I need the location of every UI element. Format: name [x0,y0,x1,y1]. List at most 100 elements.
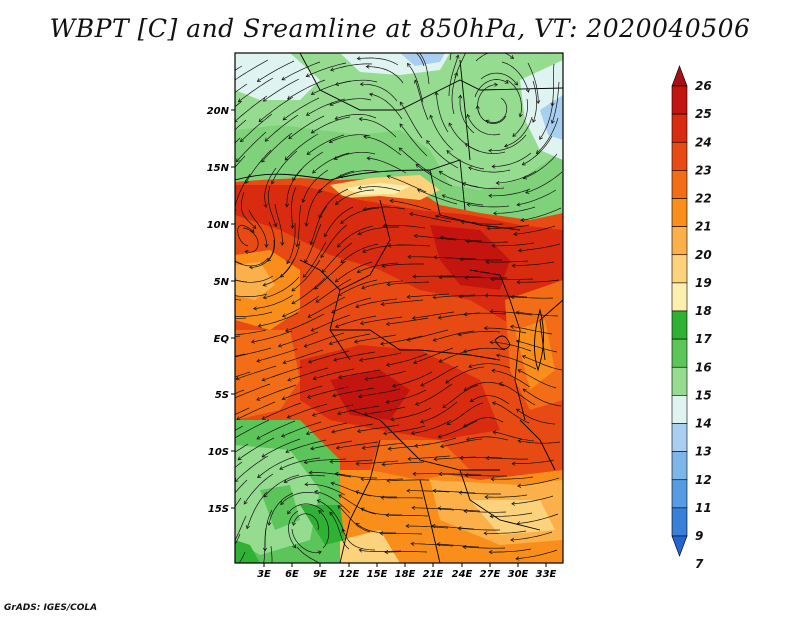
streamline-arrow [511,501,516,506]
streamline-arrow [437,434,442,439]
streamline-arrow [525,88,530,93]
streamline-arrow [316,499,321,504]
streamline-arrow [218,580,222,583]
streamline [356,460,399,465]
streamline [522,388,562,407]
streamline [466,436,509,441]
streamline-arrow [359,321,365,326]
streamline-arrow [409,212,414,217]
streamline [464,381,505,391]
colorbar-level-label: 19 [695,276,712,290]
streamline [235,155,246,168]
streamline-arrow [432,337,437,342]
streamline [412,311,455,319]
lon-label: 24E [452,569,473,580]
streamline [314,491,351,514]
streamline-arrow [488,549,493,555]
streamline [334,151,376,160]
streamline-arrow [410,431,415,436]
streamline-arrow [261,377,266,382]
streamline [291,528,322,554]
streamline-arrow [340,219,345,224]
streamline-arrow [464,473,469,478]
streamline-arrow [469,398,474,403]
streamline [434,456,477,460]
streamline [355,490,397,498]
streamline [304,223,322,263]
streamline-arrow [465,239,470,244]
streamline-arrow [432,295,437,300]
streamline-arrow [504,79,509,84]
streamline-arrow [330,67,335,72]
streamline [489,548,532,553]
streamline [361,280,404,289]
streamline [363,406,406,415]
streamline [516,408,556,425]
streamline-arrow [256,358,261,363]
streamline-arrow [511,461,516,466]
streamline [484,327,527,334]
streamline-arrow [280,501,285,505]
streamline-arrow [411,315,416,321]
streamline-arrow [213,464,217,467]
streamline [287,403,328,418]
streamline-arrow [281,396,286,401]
streamline-arrow [315,298,320,303]
streamline-arrow [382,223,387,228]
streamline [359,549,402,552]
streamline-arrow [198,339,201,343]
streamline [386,479,429,482]
streamline-arrow [463,312,468,317]
streamline [304,458,347,463]
streamline [415,53,425,67]
streamline [304,483,346,496]
streamline [267,221,276,262]
streamline-arrow [307,359,313,364]
streamline [236,131,267,162]
streamline [357,262,399,273]
streamline [491,370,531,388]
streamline-arrow [314,489,319,495]
streamline-arrow [309,241,314,246]
streamline [333,351,376,361]
streamline-arrow [287,510,292,515]
streamline-arrow [308,470,313,475]
streamline-arrow [532,118,537,123]
streamline [459,456,503,459]
streamline [338,494,377,515]
streamline-arrow [361,285,366,290]
streamline [237,437,275,461]
streamline-arrow [310,91,315,96]
streamline-arrow [323,233,328,238]
streamline-arrow [270,180,275,185]
streamline-arrow [310,327,315,332]
streamline [287,79,326,100]
streamline [306,98,346,116]
streamline [380,335,423,345]
streamline [262,258,295,286]
streamline-arrow [521,161,526,166]
streamline-arrow [509,54,515,59]
streamline [291,277,326,305]
streamline-arrow [431,523,436,529]
streamline [492,402,530,424]
streamline-arrow [250,339,256,344]
streamline-arrow [244,250,249,255]
streamline-arrow [489,309,494,314]
streamline [484,530,527,534]
streamline-arrow [412,471,417,477]
streamline-arrow [387,243,392,248]
streamline [315,278,352,303]
streamline-arrow [463,387,468,391]
streamline-arrow [264,137,269,142]
streamline-arrow [217,529,220,532]
streamline-arrow [458,294,463,299]
streamline [475,53,514,62]
streamline [412,507,455,511]
streamline [285,313,325,332]
streamline [384,551,428,553]
streamline-arrow [510,324,515,329]
streamline [308,350,350,363]
streamline [258,96,294,122]
streamline-arrow [433,457,438,462]
